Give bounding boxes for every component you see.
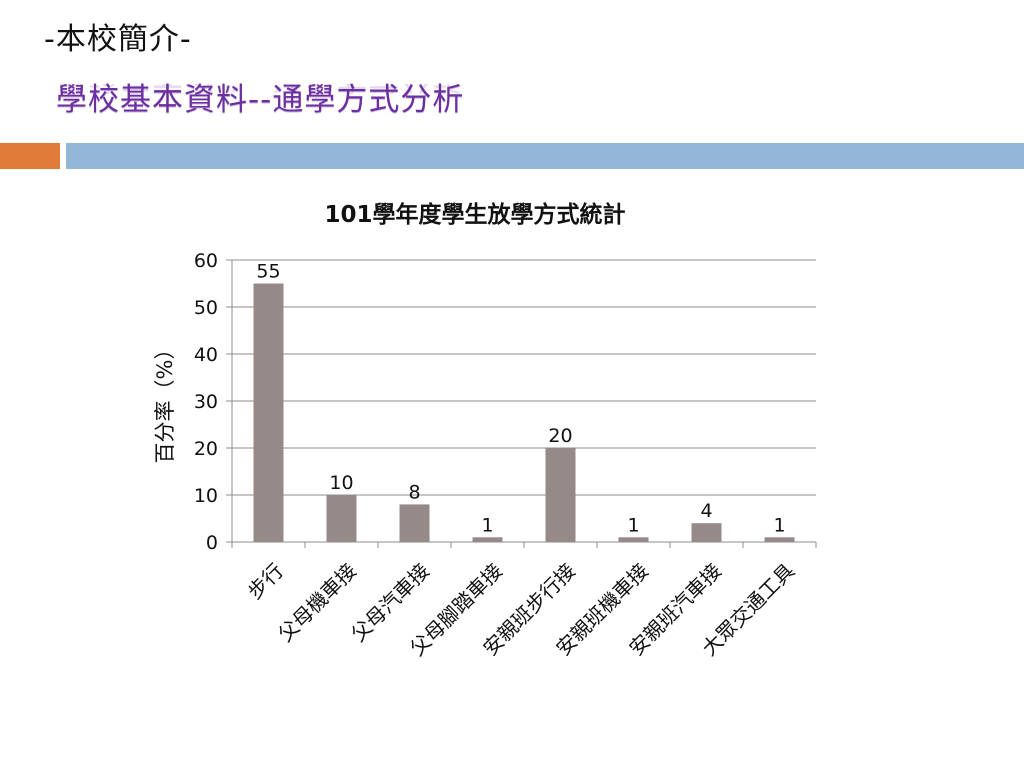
bar-5 [545,448,576,542]
chart-bars [253,283,795,542]
chart-gridlines [232,259,816,496]
y-tick-label: 0 [206,532,218,554]
bar-4 [472,537,503,542]
x-tick-label-2: 父母機車接 [273,559,361,647]
accent-band-blue [66,143,1024,169]
bar-8 [764,537,795,542]
y-tick-label: 40 [194,344,218,366]
slide-header-title: -本校簡介- [44,22,192,57]
slide-subtitle-container: 學校基本資料--通學方式分析 學校基本資料--通學方式分析 [56,74,464,119]
chart-y-ticks: 0 10 20 30 40 50 60 [194,250,218,554]
bar-7 [691,523,722,542]
slide-subtitle: 學校基本資料--通學方式分析 [56,82,465,118]
chart-data-labels: 55 10 8 1 20 1 4 1 [256,261,785,537]
data-label-8: 1 [773,514,785,536]
data-label-7: 4 [700,500,712,522]
data-label-1: 55 [256,261,280,283]
y-tick-label: 60 [194,250,218,272]
chart-title: 101學年度學生放學方式統計 [324,201,625,228]
y-tick-label: 20 [194,438,218,460]
bar-3 [399,504,430,542]
bar-1 [253,283,284,542]
y-axis-label: 百分率（%） [153,339,177,464]
bar-2 [326,495,357,542]
y-tick-label: 30 [194,391,218,413]
data-label-2: 10 [329,472,353,494]
data-label-6: 1 [627,514,639,536]
chart-x-ticks: 步行父母機車接父母汽車接父母腳踏車接安親班步行接安親班機車接安親班汽車接大眾交通… [243,559,799,661]
chart-axes [226,259,817,548]
data-label-4: 1 [481,514,493,536]
data-label-3: 8 [408,481,420,503]
y-tick-label: 10 [194,485,218,507]
bar-6 [618,537,649,542]
accent-band-orange [0,143,60,169]
y-tick-label: 50 [194,297,218,319]
x-tick-label-1: 步行 [243,559,288,604]
data-label-5: 20 [548,425,572,447]
